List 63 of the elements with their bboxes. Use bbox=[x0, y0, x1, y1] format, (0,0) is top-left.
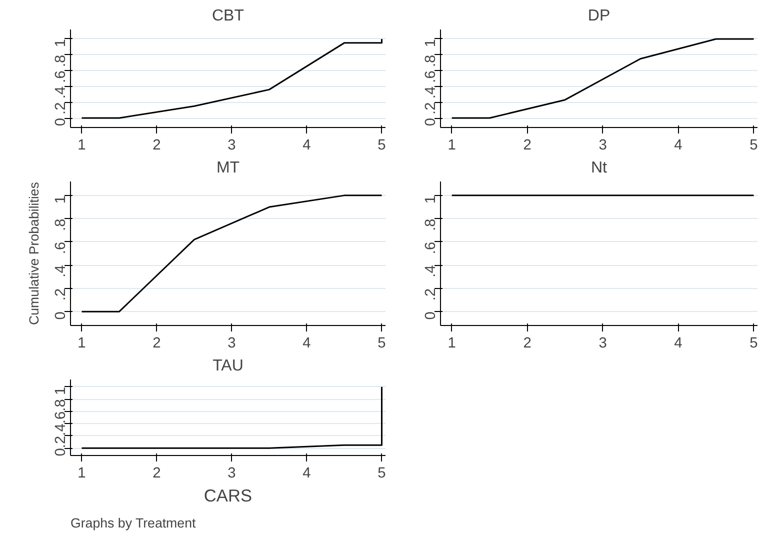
y-tick-label: .4 bbox=[53, 86, 69, 99]
y-tick-label: 0 bbox=[423, 118, 439, 126]
y-tick-label: .4 bbox=[423, 265, 439, 278]
x-tick-label: 3 bbox=[598, 336, 607, 352]
x-tick-label: 5 bbox=[750, 336, 758, 352]
y-tick-label: .8 bbox=[53, 218, 69, 231]
y-tick-label: 0 bbox=[53, 448, 69, 456]
y-tick-label: .2 bbox=[53, 288, 69, 301]
y-tick-label: 1 bbox=[423, 38, 439, 48]
x-tick-label: 4 bbox=[302, 138, 311, 154]
y-tick-label: .2 bbox=[423, 102, 439, 114]
text: Graphs by Treatment bbox=[70, 516, 196, 530]
y-axis-title: Cumulative Probabilities bbox=[26, 182, 42, 325]
x-tick-label: 2 bbox=[152, 138, 161, 154]
x-tick-label: 4 bbox=[302, 336, 311, 352]
x-tick-label: 3 bbox=[228, 466, 236, 482]
x-tick-label: 5 bbox=[378, 336, 386, 352]
y-tick-label: 0 bbox=[423, 312, 439, 320]
chart-title: Nt bbox=[591, 160, 608, 176]
x-tick-label: 1 bbox=[78, 138, 86, 154]
x-tick-label: 4 bbox=[674, 138, 682, 154]
x-tick-label: 5 bbox=[750, 138, 758, 154]
y-tick-label: .2 bbox=[53, 436, 69, 448]
y-tick-label: 1 bbox=[423, 195, 439, 204]
x-axis-title: CARS bbox=[204, 486, 252, 506]
x-tick-label: 3 bbox=[228, 138, 236, 154]
y-tick-label: 0 bbox=[53, 312, 69, 320]
y-tick-label: .8 bbox=[423, 218, 439, 231]
y-tick-label: .6 bbox=[423, 70, 439, 83]
x-tick-label: 2 bbox=[523, 336, 532, 352]
y-tick-label: 1 bbox=[53, 38, 69, 48]
x-tick-label: 3 bbox=[228, 336, 236, 352]
y-tick-label: .8 bbox=[53, 54, 69, 68]
y-tick-label: .8 bbox=[423, 54, 439, 68]
y-tick-label: 0 bbox=[53, 118, 69, 126]
y-tick-label: .4 bbox=[53, 265, 69, 278]
chart-title: DP bbox=[588, 8, 610, 24]
y-tick-label: .4 bbox=[53, 424, 69, 436]
x-tick-label: 4 bbox=[302, 466, 311, 482]
y-tick-label: 1 bbox=[53, 195, 69, 204]
y-tick-label: .8 bbox=[53, 399, 69, 412]
y-tick-label: .6 bbox=[423, 242, 439, 254]
x-tick-label: 2 bbox=[152, 336, 161, 352]
y-tick-label: .6 bbox=[53, 242, 69, 254]
y-tick-label: .6 bbox=[53, 70, 69, 83]
x-tick-label: 3 bbox=[598, 138, 607, 154]
y-tick-label: .6 bbox=[53, 411, 69, 424]
y-tick-label: .2 bbox=[423, 288, 439, 301]
x-tick-label: 5 bbox=[378, 138, 386, 154]
y-tick-label: .2 bbox=[53, 102, 69, 114]
chart-title: CBT bbox=[212, 8, 244, 24]
x-tick-label: 1 bbox=[448, 138, 456, 154]
x-tick-label: 2 bbox=[152, 466, 161, 482]
y-tick-label: 1 bbox=[53, 386, 69, 396]
x-tick-label: 2 bbox=[523, 138, 532, 154]
x-tick-label: 4 bbox=[674, 336, 682, 352]
x-tick-label: 1 bbox=[78, 336, 86, 352]
chart-title: TAU bbox=[212, 358, 244, 374]
y-tick-label: .4 bbox=[423, 86, 439, 99]
x-tick-label: 5 bbox=[378, 466, 386, 482]
chart-title: MT bbox=[216, 160, 240, 176]
x-tick-label: 1 bbox=[78, 466, 86, 482]
x-tick-label: 1 bbox=[448, 336, 456, 352]
